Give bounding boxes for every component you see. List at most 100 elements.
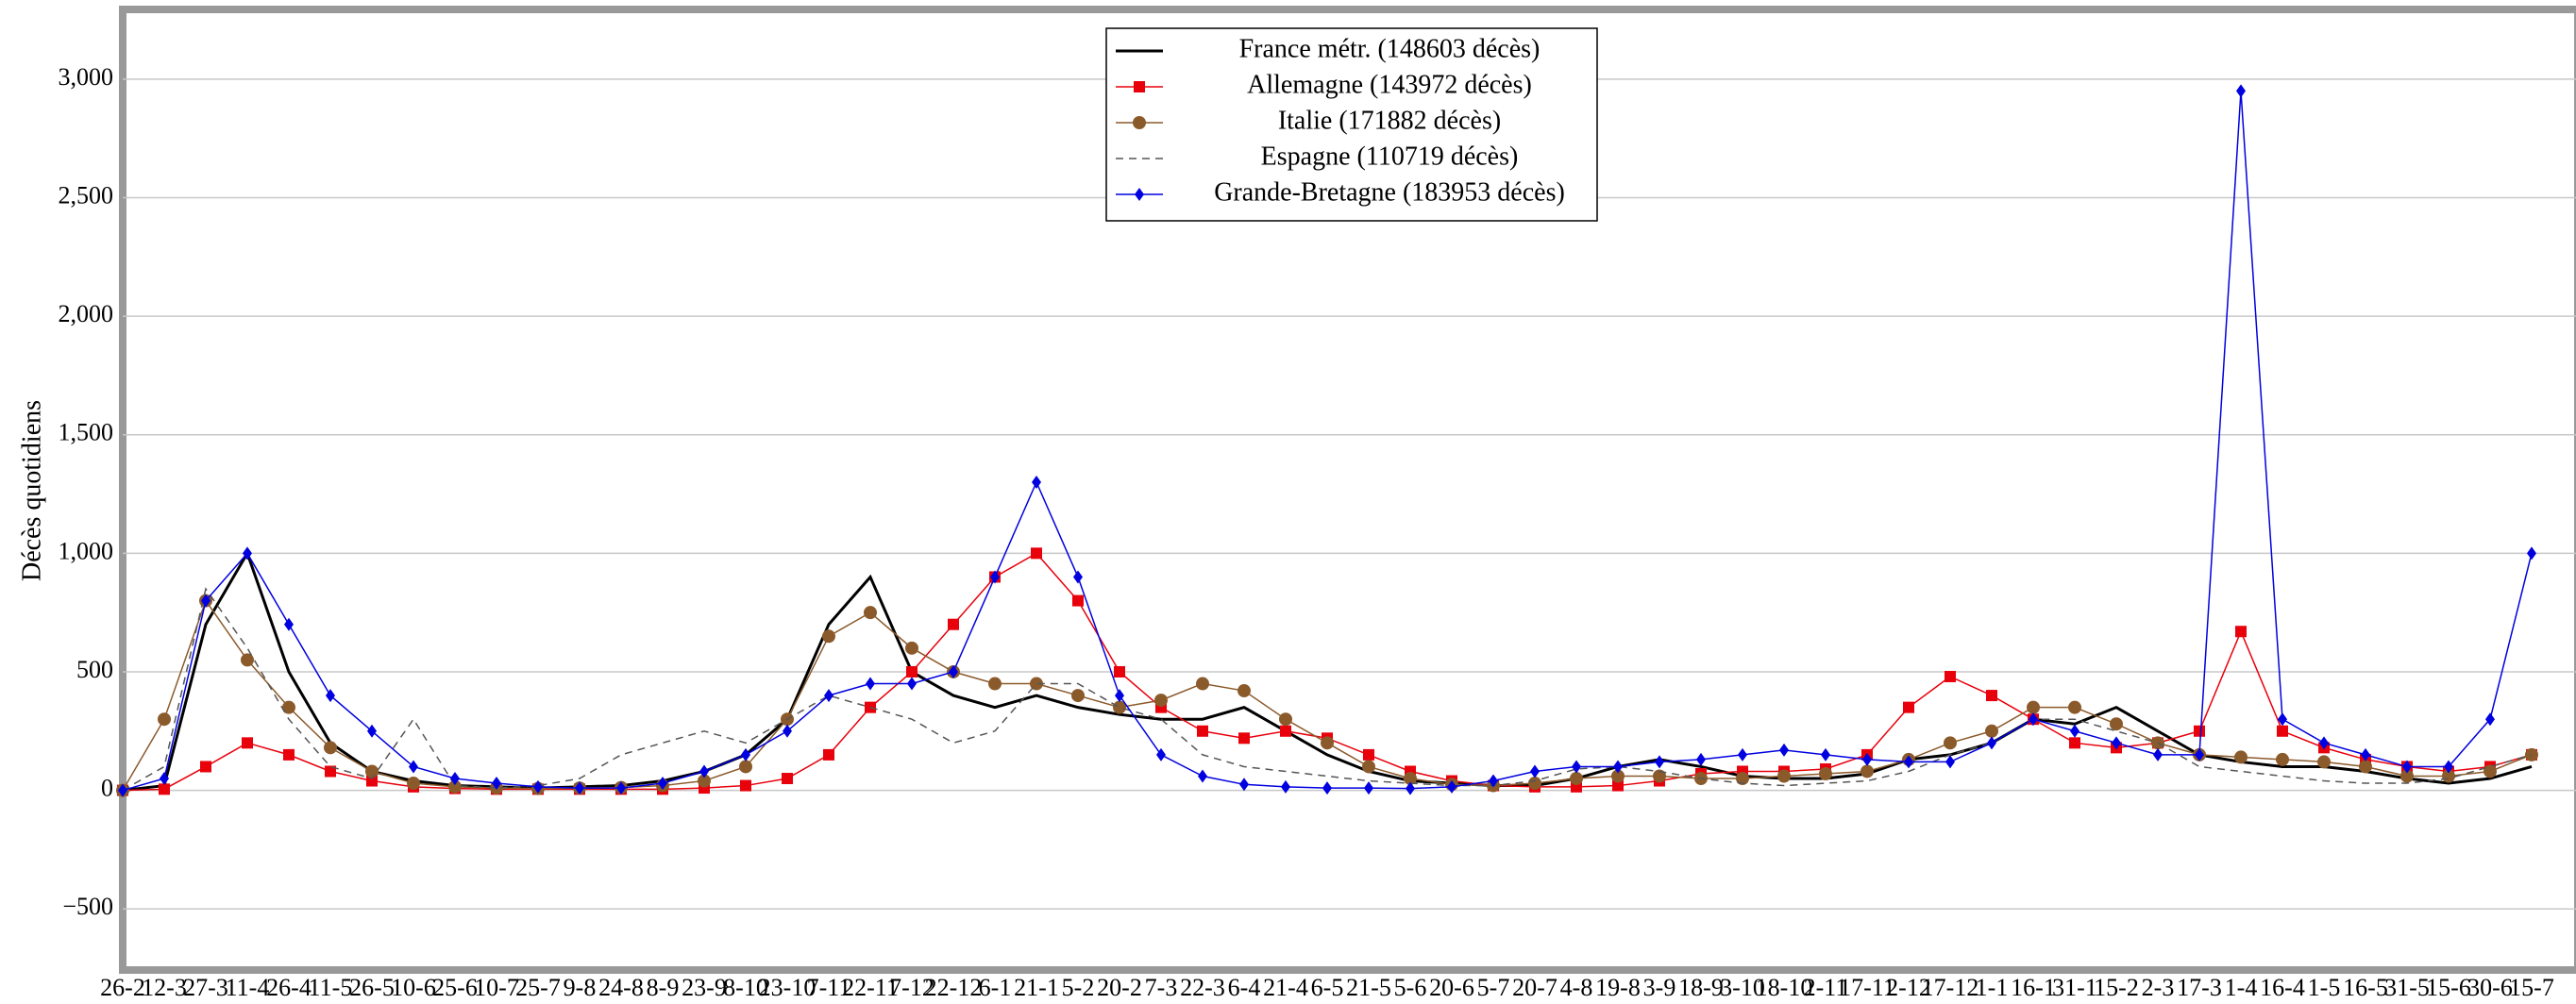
x-tick-label: 11-5 — [309, 974, 353, 1001]
x-tick-label: 18-10 — [1756, 974, 1813, 1001]
marker — [201, 594, 210, 608]
marker — [1572, 760, 1581, 774]
marker — [1904, 755, 1913, 769]
x-tick-label: 7-11 — [807, 974, 851, 1001]
legend-label: Allemagne (143972 décès) — [1247, 70, 1532, 99]
marker — [949, 664, 958, 678]
marker — [658, 777, 667, 791]
marker — [1279, 712, 1292, 727]
legend-box — [1105, 27, 1598, 222]
marker — [1985, 724, 1998, 738]
y-tick-label: 1,500 — [59, 419, 114, 446]
marker — [365, 764, 379, 778]
x-tick-label: 6-5 — [1311, 974, 1344, 1001]
marker — [1113, 700, 1126, 714]
x-tick-label: 7-12 — [889, 974, 934, 1001]
marker — [1406, 781, 1415, 795]
x-tick-label: 1-4 — [2225, 974, 2258, 1001]
marker — [990, 570, 1000, 584]
marker — [2068, 700, 2081, 714]
marker — [1862, 752, 1872, 766]
x-tick-label: 1-1 — [1976, 974, 2009, 1001]
marker — [2195, 747, 2204, 761]
x-tick-label: 23-9 — [682, 974, 727, 1001]
marker — [242, 737, 253, 749]
x-tick-label: 24-8 — [598, 974, 644, 1001]
marker — [1238, 732, 1250, 745]
marker — [822, 629, 835, 644]
marker — [2400, 769, 2414, 783]
marker — [158, 712, 171, 727]
marker — [1280, 725, 1291, 737]
x-tick-label: 1-5 — [2308, 974, 2341, 1001]
x-tick-label: 10-7 — [474, 974, 519, 1001]
marker — [282, 700, 295, 714]
x-tick-label: 20-7 — [1512, 974, 1557, 1001]
x-tick-label: 11-4 — [226, 974, 270, 1001]
marker — [1860, 764, 1874, 778]
marker — [1779, 743, 1789, 757]
legend-label: Italie (171882 décès) — [1278, 106, 1501, 135]
x-tick-label: 8-10 — [723, 974, 768, 1001]
x-tick-label: 30-6 — [2467, 974, 2513, 1001]
marker — [1239, 778, 1249, 792]
marker — [284, 617, 294, 631]
marker — [1528, 777, 1541, 791]
series — [122, 549, 2533, 793]
legend-marker — [1133, 116, 1146, 129]
series-line — [122, 549, 2533, 793]
marker — [1031, 547, 1042, 560]
marker — [326, 689, 335, 703]
marker — [2070, 724, 2079, 738]
x-tick-label: 6-4 — [1228, 974, 1261, 1001]
x-tick-label: 3-9 — [1643, 974, 1676, 1001]
marker — [1570, 772, 1583, 786]
x-tick-label: 15-7 — [2509, 974, 2554, 1001]
marker — [1986, 690, 1997, 702]
y-tick-label: 2,000 — [59, 300, 114, 327]
x-tick-label: 15-6 — [2426, 974, 2471, 1001]
marker — [1987, 736, 1996, 750]
x-tick-label: 12-3 — [142, 974, 187, 1001]
marker — [2276, 752, 2289, 766]
marker — [2069, 737, 2080, 749]
series — [122, 587, 2533, 792]
x-tick-label: 17-11 — [1839, 974, 1895, 1001]
marker — [1321, 736, 1334, 750]
x-tick-label: 21-5 — [1346, 974, 1391, 1001]
marker — [325, 765, 336, 778]
marker — [2236, 84, 2246, 98]
marker — [1530, 764, 1540, 778]
marker — [1115, 689, 1124, 703]
marker — [2194, 725, 2205, 737]
x-tick-label: 17-12 — [1922, 974, 1979, 1001]
x-tick-label: 10-6 — [391, 974, 436, 1001]
marker — [160, 772, 169, 786]
x-tick-label: 21-4 — [1263, 974, 1308, 1001]
marker — [409, 760, 418, 774]
marker — [740, 779, 751, 792]
marker — [1032, 475, 1041, 489]
marker — [824, 689, 833, 703]
marker — [1363, 748, 1374, 761]
marker — [988, 677, 1002, 691]
x-tick-label: 16-4 — [2260, 974, 2305, 1001]
y-tick-label: 0 — [101, 775, 113, 802]
x-tick-label: 18-9 — [1678, 974, 1724, 1001]
marker — [2277, 725, 2288, 737]
marker — [2483, 764, 2497, 778]
marker — [1945, 670, 1956, 682]
marker — [407, 777, 420, 791]
marker — [324, 741, 337, 755]
x-tick-label: 5-6 — [1394, 974, 1427, 1001]
legend-label: Grande-Bretagne (183953 décès) — [1214, 177, 1565, 207]
x-tick-label: 22-11 — [842, 974, 899, 1001]
marker — [1612, 779, 1624, 792]
marker — [864, 606, 877, 620]
marker — [1738, 747, 1747, 761]
x-tick-label: 9-8 — [564, 974, 597, 1001]
x-tick-label: 7-3 — [1145, 974, 1178, 1001]
marker — [866, 677, 875, 691]
marker — [448, 779, 462, 794]
